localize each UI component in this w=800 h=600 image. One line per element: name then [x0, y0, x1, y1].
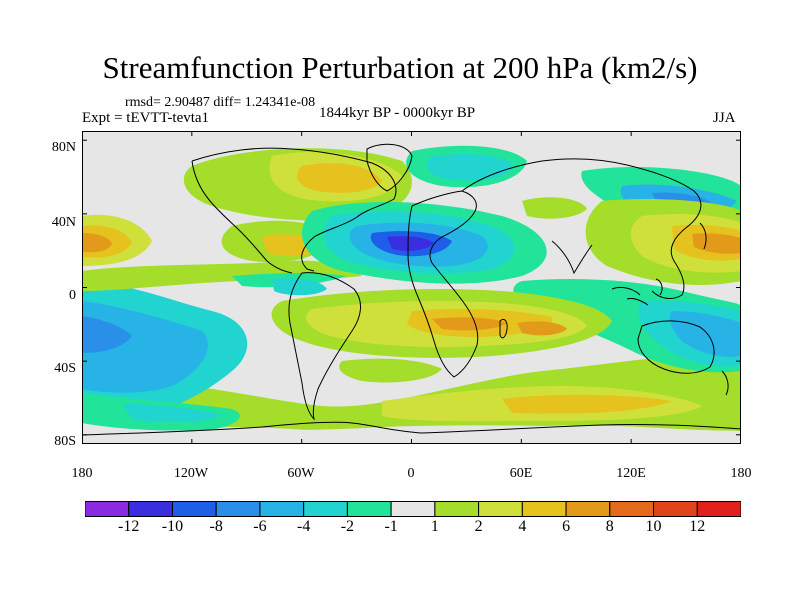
colorbar: [85, 501, 741, 517]
y-tick-label: 80S: [54, 434, 76, 449]
field-region-antarctic-neutral: [82, 425, 741, 444]
coastlines: [82, 143, 741, 436]
tick-marks: [82, 131, 741, 444]
coastline-japan: [699, 222, 707, 250]
colorbar-label: 4: [518, 518, 527, 535]
x-tick-label: 0: [407, 466, 415, 481]
colorbar-swatch: [128, 501, 173, 517]
contour-map: [82, 131, 741, 444]
colorbar-label: 8: [605, 518, 614, 535]
y-tick-label: 40S: [54, 361, 76, 376]
y-tick-label: 80N: [51, 140, 76, 155]
field-region-south-atlantic-green: [339, 358, 442, 383]
experiment-label: Expt = tEVTT-tevta1: [82, 110, 210, 126]
colorbar-label: 1: [430, 518, 439, 535]
field-region-west-edge-red: [82, 233, 112, 253]
colorbar-swatch: [609, 501, 655, 517]
x-tick-label: 60W: [287, 466, 315, 481]
coastline-north-america-west: [191, 160, 293, 274]
x-tick-label: 120W: [173, 466, 209, 481]
x-tick-label: 60E: [509, 466, 533, 481]
colorbar-swatch: [565, 501, 611, 517]
colorbar-swatch: [85, 501, 130, 517]
field-region-tropical-pacific-yellow: [82, 260, 362, 291]
coastline-eurasia: [461, 158, 702, 299]
field-region-south-indian-orange: [517, 321, 567, 336]
y-tick-label: 0: [69, 288, 76, 303]
field-region-europe-green: [522, 197, 587, 219]
coastline-australia: [637, 320, 715, 374]
coastline-north-america: [191, 147, 397, 272]
period-label: 1844kyr BP - 0000kyr BP: [319, 105, 476, 121]
coastline-india: [551, 240, 593, 275]
coastline-maritime-islands: [611, 278, 663, 306]
stats-line: rmsd= 2.90487 diff= 1.24341e-08: [125, 95, 316, 110]
colorbar-swatch: [390, 501, 436, 517]
field-region-south-africa-orange2: [432, 317, 507, 331]
coastline-south-america: [288, 272, 361, 421]
x-tick-label: 120E: [616, 466, 646, 481]
colorbar-label: -8: [209, 518, 223, 535]
colorbar-swatch: [521, 501, 567, 517]
colorbar-label: 12: [689, 518, 706, 535]
colorbar-swatch: [259, 501, 305, 517]
colorbar-label: 6: [562, 518, 571, 535]
colorbar-label: -12: [118, 518, 140, 535]
colorbar-swatch: [434, 501, 480, 517]
x-tick-label: 180: [730, 466, 752, 481]
field-region-atlantic-core: [387, 236, 434, 251]
colorbar-swatch: [478, 501, 523, 517]
coastline-greenland: [366, 143, 413, 192]
colorbar-swatch: [171, 501, 217, 517]
field-region-south-band-orange: [502, 394, 672, 414]
coastline-europe-africa: [407, 190, 479, 378]
colorbar-label: -6: [253, 518, 267, 535]
colorbar-swatch: [303, 501, 348, 517]
coastline-new-zealand: [721, 370, 729, 396]
colorbar-label: -2: [340, 518, 355, 535]
colorbar-swatch: [653, 501, 698, 517]
colorbar-label: 2: [474, 518, 483, 535]
colorbar-label: -4: [296, 518, 311, 535]
coastline-madagascar: [499, 318, 508, 339]
colorbar-label: -10: [161, 518, 184, 535]
colorbar-label: -1: [384, 518, 398, 535]
field-region-tropical-atlantic-cyan: [272, 278, 327, 296]
field-region-south-pacific-blue: [122, 403, 222, 423]
plot-title: Streamfunction Perturbation at 200 hPa (…: [102, 50, 698, 85]
y-tick-label: 40N: [51, 215, 76, 230]
colorbar-label: 10: [645, 518, 662, 535]
coastline-antarctica: [82, 421, 741, 436]
season-label: JJA: [713, 110, 736, 126]
field-region-pacific-west-blue3: [82, 316, 132, 353]
colorbar-swatch: [346, 501, 392, 517]
x-tick-label: 180: [71, 466, 93, 481]
field-region-pacific-west-blue2: [82, 301, 208, 393]
field-region-north-america-orange: [297, 163, 382, 193]
colorbar-swatch: [215, 501, 261, 517]
colorbar-swatch: [696, 501, 741, 517]
